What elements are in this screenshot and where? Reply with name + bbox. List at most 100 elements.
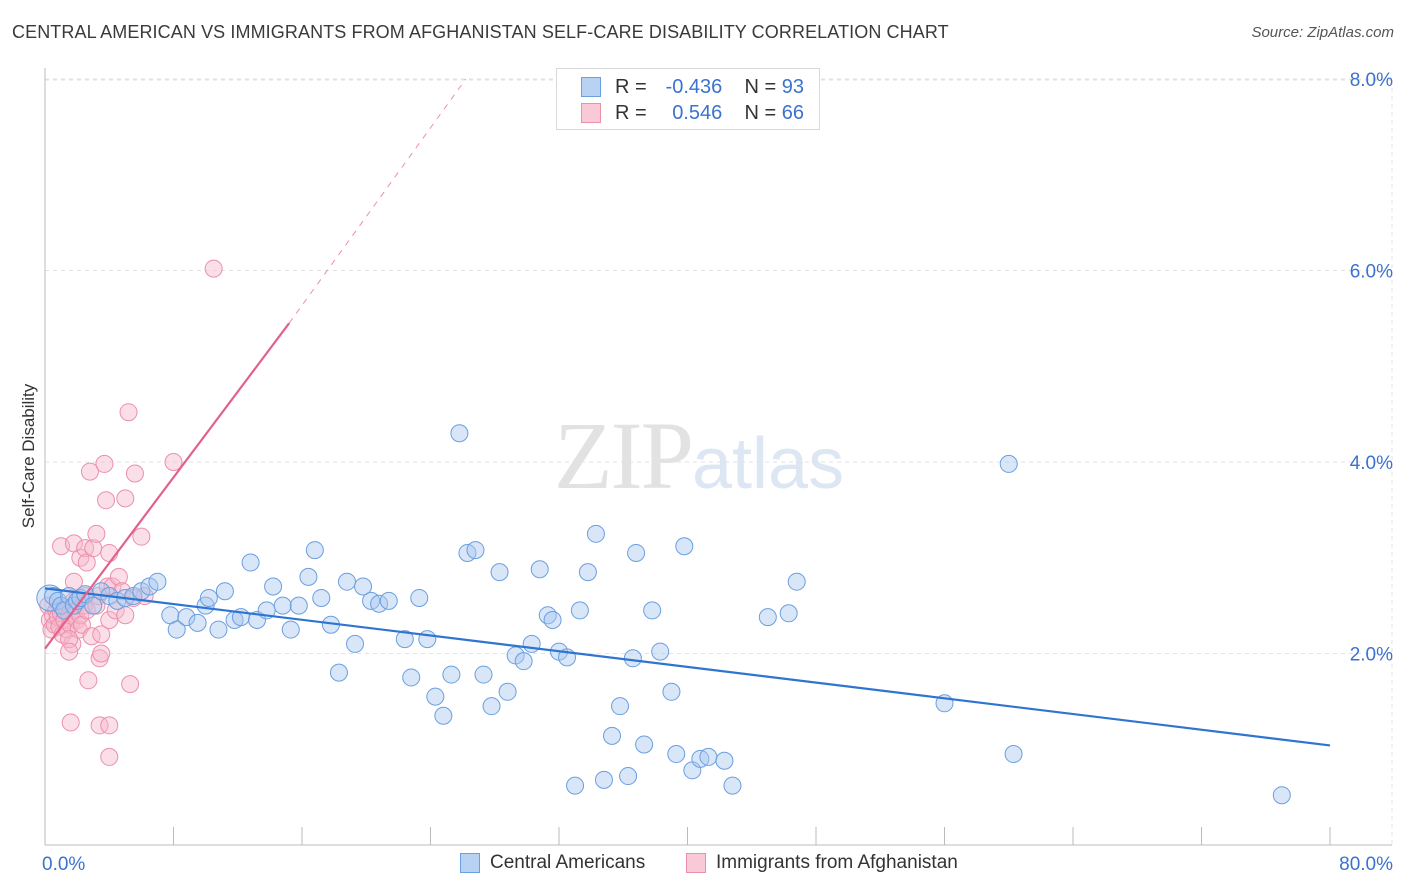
data-point-central-americans xyxy=(530,560,549,579)
data-point-central-americans xyxy=(442,665,461,684)
data-point-central-americans xyxy=(466,541,485,560)
data-point-central-americans xyxy=(289,596,308,615)
data-point-central-americans xyxy=(514,652,533,671)
data-point-central-americans xyxy=(148,572,167,591)
data-point-afghanistan xyxy=(109,567,128,586)
trendline-central-americans xyxy=(44,587,1331,747)
x-tick-label: 80.0% xyxy=(1339,854,1393,875)
correlation-legend: R = -0.436 N = 93 R = 0.546 N = 66 xyxy=(556,68,820,130)
data-point-central-americans xyxy=(522,634,541,653)
data-point-central-americans xyxy=(379,591,398,610)
legend-item-central-americans: Central Americans xyxy=(460,852,645,874)
data-point-central-americans xyxy=(474,665,493,684)
data-point-central-americans xyxy=(667,745,686,764)
data-point-central-americans xyxy=(538,606,557,625)
chart-title: CENTRAL AMERICAN VS IMMIGRANTS FROM AFGH… xyxy=(12,22,949,42)
legend-n-label: N = xyxy=(744,101,777,124)
data-point-central-americans xyxy=(329,663,348,682)
y-axis-title: Self-Care Disability xyxy=(19,383,38,528)
data-point-central-americans xyxy=(723,776,742,795)
legend-swatch-blue xyxy=(460,853,480,873)
data-point-central-americans xyxy=(643,601,662,620)
legend-swatch-pink xyxy=(686,853,706,873)
data-point-central-americans xyxy=(611,697,630,716)
data-point-afghanistan xyxy=(100,747,119,766)
data-point-central-americans xyxy=(570,601,589,620)
data-point-central-americans xyxy=(426,687,445,706)
data-point-central-americans xyxy=(167,620,186,639)
data-point-afghanistan xyxy=(60,642,79,661)
data-point-central-americans xyxy=(215,582,234,601)
axis-labels: 2.0% 4.0% 6.0% 8.0% 0.0% 80.0% Self-Care Disab… xyxy=(19,70,1393,875)
data-point-central-americans xyxy=(758,608,777,627)
data-point-afghanistan xyxy=(119,403,138,422)
data-point-afghanistan xyxy=(80,462,99,481)
series-central-americans-points xyxy=(36,424,1291,805)
legend-row-afghanistan: R = 0.546 N = 66 xyxy=(581,100,804,126)
data-point-afghanistan xyxy=(64,572,83,591)
legend-item-afghanistan: Immigrants from Afghanistan xyxy=(686,852,958,874)
legend-r-label: R = xyxy=(615,101,647,124)
data-point-central-americans xyxy=(199,588,218,607)
y-tick-label: 8.0% xyxy=(1350,70,1393,91)
data-point-afghanistan xyxy=(61,713,80,732)
data-point-central-americans xyxy=(402,668,421,687)
y-tick-label: 2.0% xyxy=(1350,645,1393,666)
data-point-central-americans xyxy=(594,770,613,789)
data-point-central-americans xyxy=(498,682,517,701)
data-point-afghanistan xyxy=(121,675,140,694)
data-point-central-americans xyxy=(651,642,670,661)
data-point-central-americans xyxy=(543,610,562,629)
data-point-central-americans xyxy=(623,649,642,668)
data-point-central-americans xyxy=(578,563,597,582)
data-point-afghanistan xyxy=(79,671,98,690)
data-point-central-americans xyxy=(779,604,798,623)
data-point-central-americans xyxy=(281,620,300,639)
data-point-afghanistan xyxy=(95,454,114,473)
data-point-afghanistan xyxy=(116,489,135,508)
data-point-central-americans xyxy=(337,572,356,591)
legend-label: Immigrants from Afghanistan xyxy=(716,852,958,873)
data-point-central-americans xyxy=(490,563,509,582)
data-point-central-americans xyxy=(699,747,718,766)
data-point-central-americans xyxy=(715,751,734,770)
legend-n-value: 66 xyxy=(781,101,804,124)
data-point-central-americans xyxy=(566,776,585,795)
legend-r-label: R = xyxy=(615,75,647,98)
y-tick-label: 4.0% xyxy=(1350,453,1393,474)
data-point-central-americans xyxy=(188,613,207,632)
data-point-central-americans xyxy=(619,767,638,786)
data-point-afghanistan xyxy=(103,577,122,596)
data-point-central-americans xyxy=(64,596,83,615)
data-point-afghanistan xyxy=(97,491,116,510)
trendline-afghanistan xyxy=(44,322,291,650)
data-point-afghanistan xyxy=(100,716,119,735)
x-tick-label: 0.0% xyxy=(42,854,85,875)
data-point-central-americans xyxy=(177,608,196,627)
trend-lines xyxy=(44,78,1331,747)
data-point-central-americans xyxy=(299,567,318,586)
data-point-central-americans xyxy=(418,630,437,649)
axes xyxy=(44,68,1392,846)
data-point-central-americans xyxy=(450,424,469,443)
data-point-central-americans xyxy=(264,577,283,596)
data-point-central-americans xyxy=(84,596,103,615)
series-afghanistan-points xyxy=(39,259,223,766)
legend-r-value: -0.436 xyxy=(665,75,723,98)
data-point-central-americans xyxy=(586,524,605,543)
data-point-afghanistan xyxy=(60,630,79,649)
data-point-afghanistan xyxy=(100,543,119,562)
data-point-afghanistan xyxy=(204,259,223,278)
data-point-afghanistan xyxy=(132,527,151,546)
data-point-afghanistan xyxy=(72,615,91,634)
grid-lines xyxy=(45,78,1393,845)
data-point-central-americans xyxy=(395,630,414,649)
legend-label: Central Americans xyxy=(490,852,646,873)
trendline-afghanistan-extension xyxy=(288,78,467,324)
y-tick-label: 6.0% xyxy=(1350,262,1393,283)
legend-n-label: N = xyxy=(744,75,777,98)
data-point-afghanistan xyxy=(92,625,111,644)
data-point-afghanistan xyxy=(90,716,109,735)
data-point-central-americans xyxy=(241,553,260,572)
